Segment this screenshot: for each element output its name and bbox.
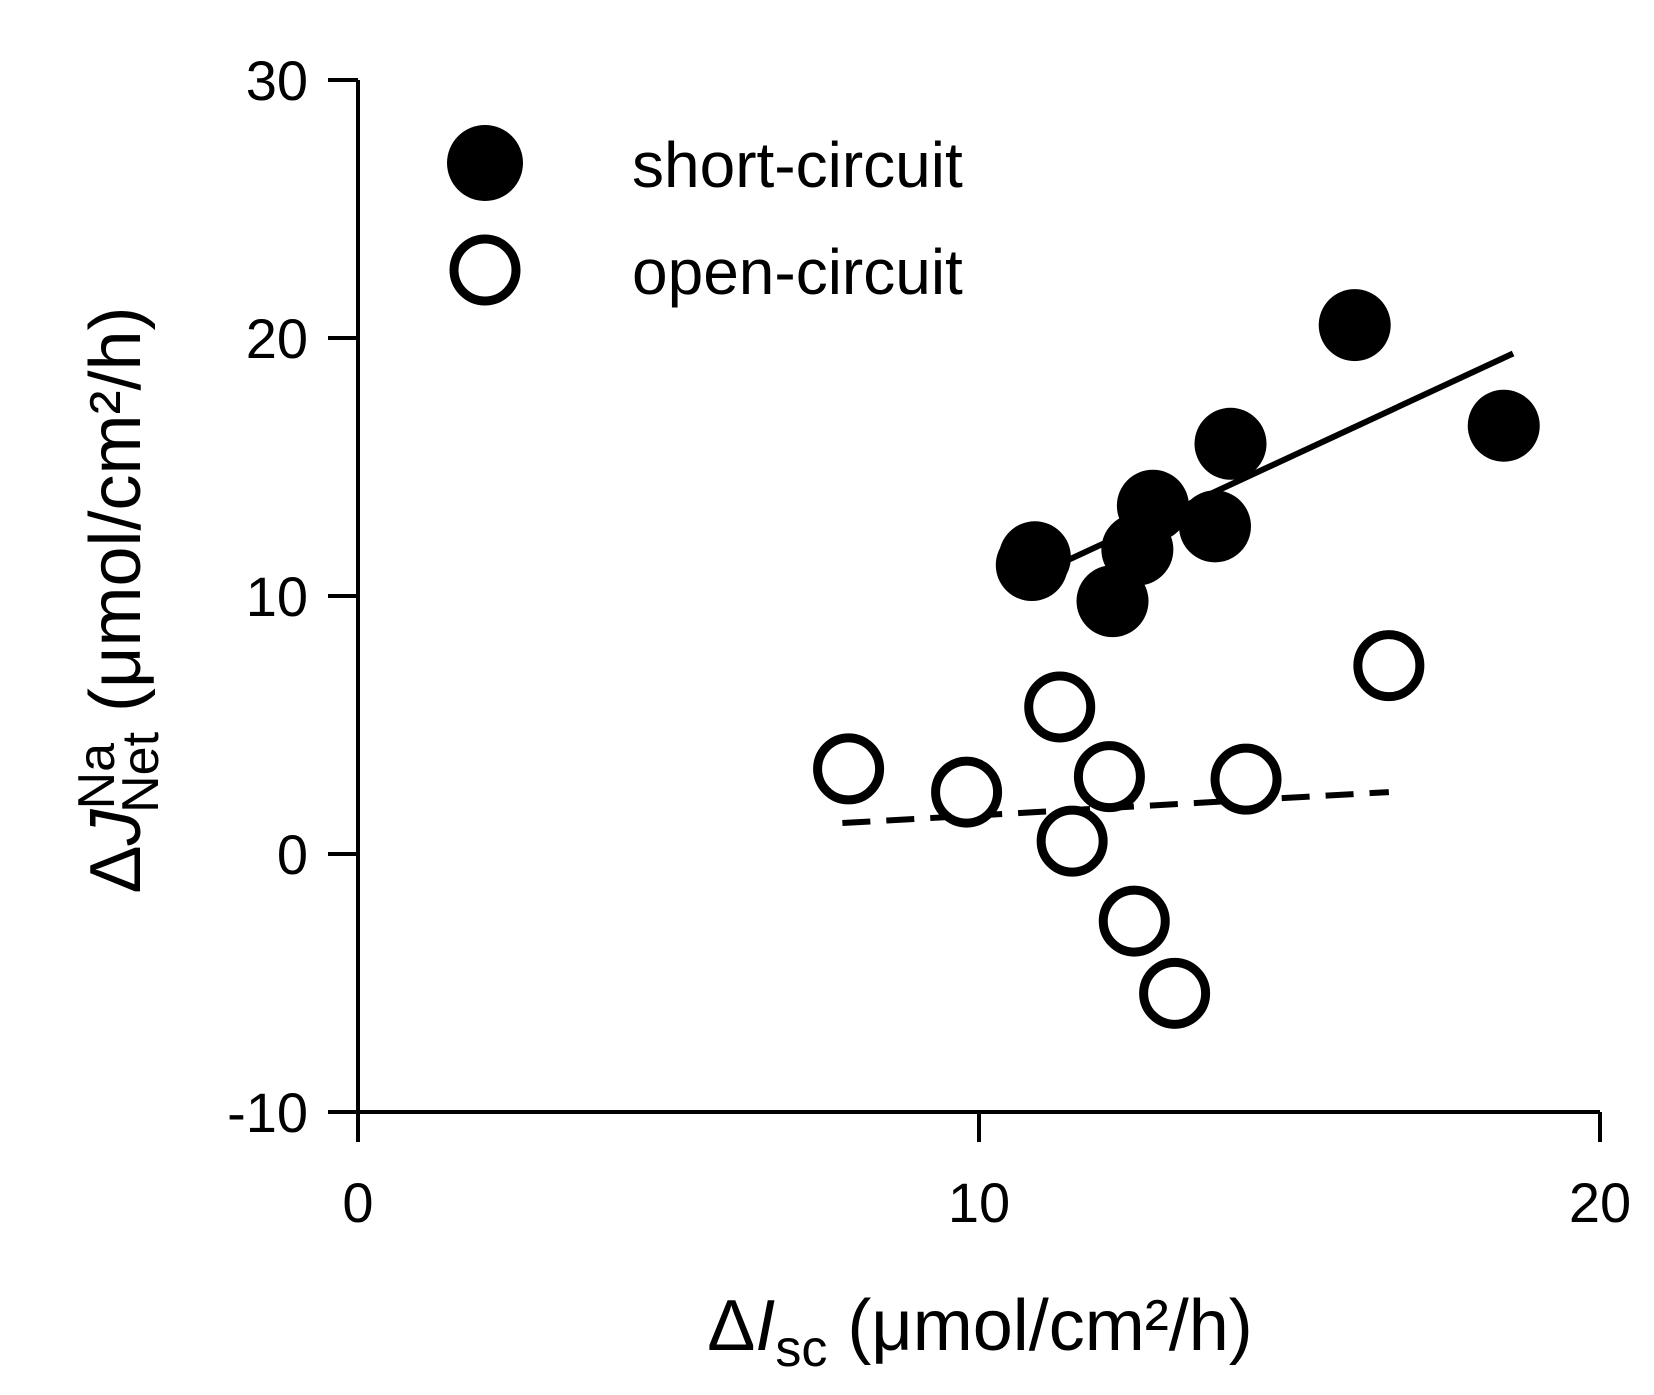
- axes: -10 0 10 20 30 0 10 20: [227, 49, 1631, 1234]
- data-points: [813, 289, 1540, 1029]
- data-point-open-circuit: [813, 733, 885, 805]
- data-point-open-circuit: [1210, 743, 1282, 815]
- legend-marker-open: [449, 234, 521, 306]
- data-point-short-circuit: [1194, 407, 1267, 480]
- data-point-short-circuit: [1116, 469, 1189, 542]
- legend-label: open-circuit: [632, 236, 963, 308]
- y-tick-label: 0: [277, 823, 308, 886]
- legend-label: short-circuit: [632, 129, 963, 201]
- data-point-open-circuit: [1036, 805, 1108, 877]
- y-axis-title: ΔJNaNet (μmol/cm²/h): [68, 307, 170, 894]
- x-axis-title: ΔIsc (μmol/cm²/h): [707, 1286, 1253, 1378]
- fit-lines: [842, 350, 1515, 827]
- y-tick-label: 30: [246, 49, 308, 112]
- data-point-open-circuit: [1073, 741, 1145, 813]
- x-tick-label: 20: [1569, 1171, 1631, 1234]
- data-point-open-circuit: [1098, 885, 1170, 957]
- y-tick-label: -10: [227, 1081, 308, 1144]
- legend: short-circuit open-circuit: [447, 125, 963, 308]
- data-point-short-circuit: [1318, 289, 1391, 362]
- x-tick-label: 10: [948, 1171, 1010, 1234]
- data-point-short-circuit: [1178, 490, 1251, 563]
- data-point-open-circuit: [1024, 671, 1096, 743]
- y-tick-label: 10: [246, 565, 308, 628]
- data-point-short-circuit: [995, 529, 1068, 602]
- data-point-open-circuit: [1353, 630, 1425, 702]
- y-tick-label: 20: [246, 307, 308, 370]
- data-point-short-circuit: [1467, 389, 1540, 462]
- x-tick-label: 0: [342, 1171, 373, 1234]
- data-point-open-circuit: [1139, 957, 1211, 1029]
- data-point-open-circuit: [931, 756, 1003, 828]
- legend-marker-filled: [447, 125, 523, 201]
